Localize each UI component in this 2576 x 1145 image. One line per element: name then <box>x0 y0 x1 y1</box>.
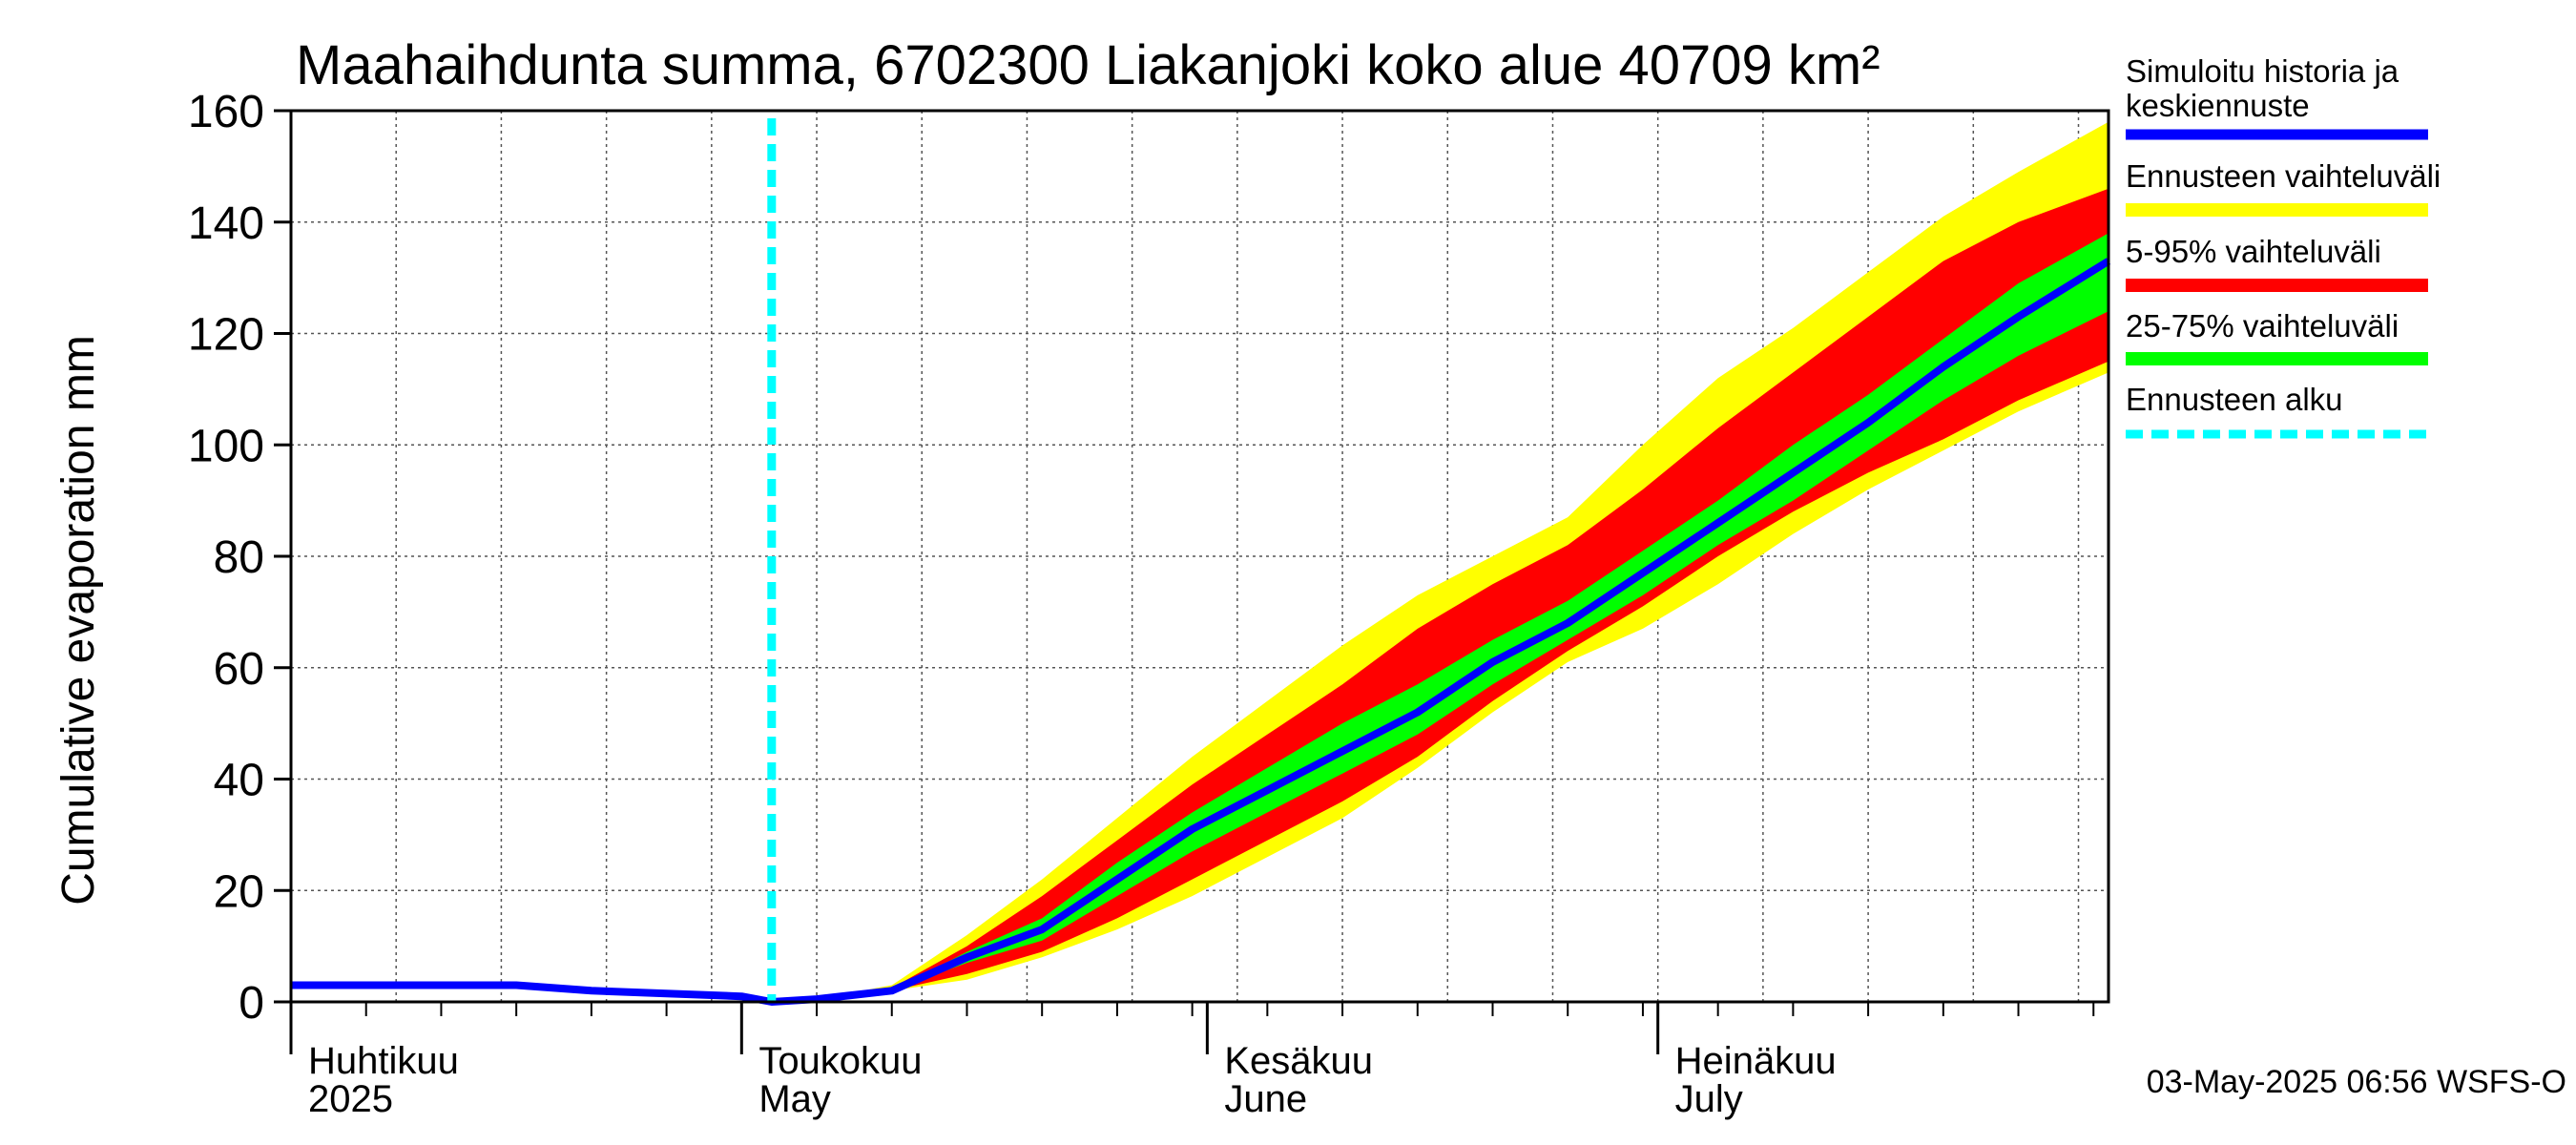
x-month-label-en: June <box>1224 1078 1307 1120</box>
legend-label-5-95: 5-95% vaihteluväli <box>2126 234 2381 269</box>
y-axis-label: Cumulative evaporation mm <box>53 335 104 906</box>
y-tick-label: 40 <box>214 756 264 806</box>
chart-title: Maahaihdunta summa, 6702300 Liakanjoki k… <box>296 34 1880 96</box>
legend-label-range: Ennusteen vaihteluväli <box>2126 158 2441 194</box>
x-month-label-fi: Huhtikuu <box>308 1040 459 1082</box>
y-tick-label: 100 <box>188 421 264 471</box>
y-tick-label: 120 <box>188 310 264 361</box>
y-tick-label: 0 <box>239 978 264 1029</box>
plot-area <box>291 111 2111 1006</box>
legend-label-forecast-start: Ennusteen alku <box>2126 382 2343 417</box>
series-line-mean <box>291 258 2111 1006</box>
footer-timestamp: 03-May-2025 06:56 WSFS-O <box>2147 1064 2566 1100</box>
x-month-label-fi: Kesäkuu <box>1224 1040 1373 1082</box>
y-tick-label: 20 <box>214 866 264 917</box>
x-month-label-en: May <box>758 1078 831 1120</box>
y-tick-label: 80 <box>214 532 264 583</box>
x-month-label-en: July <box>1675 1078 1743 1120</box>
legend-label-25-75: 25-75% vaihteluväli <box>2126 308 2399 344</box>
x-month-label-fi: Heinäkuu <box>1675 1040 1837 1082</box>
y-tick-label: 140 <box>188 198 264 249</box>
x-month-label-en: 2025 <box>308 1078 393 1120</box>
legend-label-simulated: Simuloitu historia ja keskiennuste <box>2126 53 2407 123</box>
x-month-label-fi: Toukokuu <box>758 1040 922 1082</box>
y-tick-label: 160 <box>188 87 264 137</box>
y-tick-label: 60 <box>214 644 264 695</box>
legend: Simuloitu historia ja keskiennuste Ennus… <box>2126 53 2441 439</box>
